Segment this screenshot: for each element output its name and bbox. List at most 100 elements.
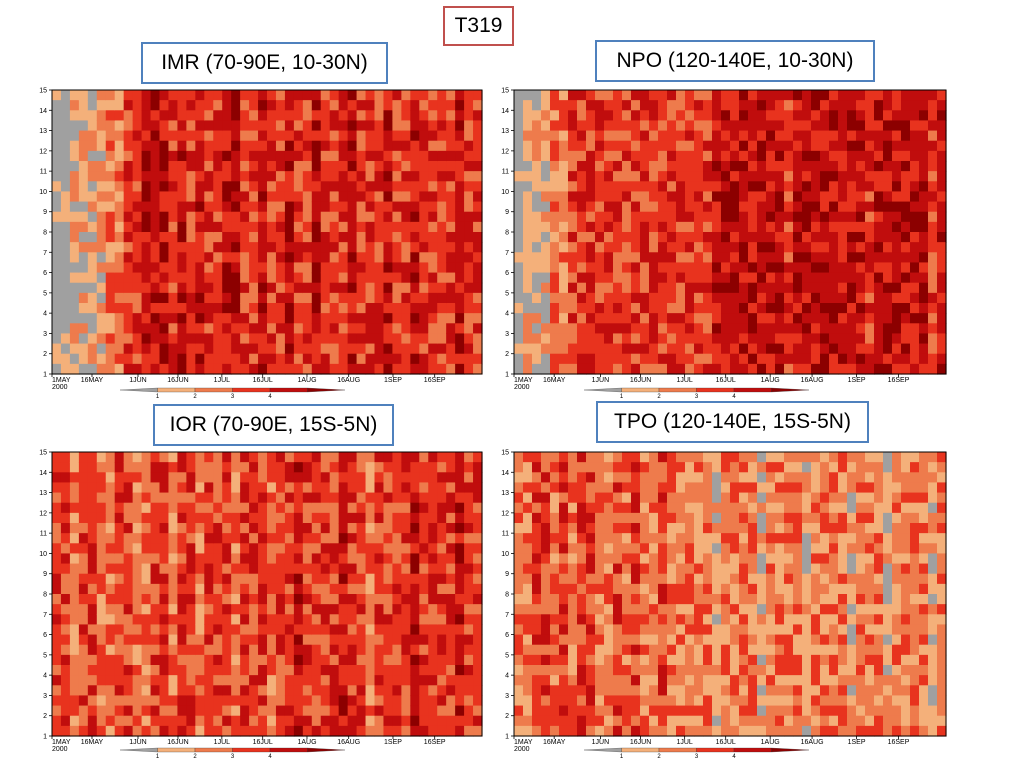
heatmap-cell [392,181,402,193]
heatmap-cell [514,191,524,203]
heatmap-cell [258,120,268,132]
heatmap-cell [649,242,659,253]
heatmap-cell [374,634,385,646]
heatmap-cell [685,363,695,375]
heatmap-cell [784,353,794,365]
heatmap-cell [60,343,71,355]
x-tick-label: 1AUG [297,377,316,384]
heatmap-cell [721,675,731,686]
heatmap-cell [595,472,605,484]
heatmap-cell [446,252,456,264]
heatmap-cell [374,292,385,304]
heatmap-cell [240,654,250,666]
heatmap-cell [213,523,223,534]
heatmap-cell [730,140,740,152]
heatmap-cell [132,644,143,656]
heatmap-cell [365,242,376,253]
heatmap-cell [640,323,650,335]
heatmap-cell [622,614,632,626]
heatmap-cell [676,583,686,595]
heatmap-cell [748,492,758,504]
heatmap-cell [874,90,884,101]
heatmap-cell [87,472,98,484]
heatmap-cell [87,634,98,646]
heatmap-cell [437,343,447,355]
heatmap-cell [730,573,740,585]
heatmap-cell [105,272,116,284]
heatmap-cell [446,353,456,365]
heatmap-cell [329,171,340,182]
heatmap-cell [640,90,650,101]
heatmap-cell [428,665,438,676]
heatmap-cell [622,715,632,727]
heatmap-cell [685,685,695,697]
heatmap-cell [721,323,731,335]
heatmap-cell [901,110,911,122]
heatmap-cell [231,695,241,707]
heatmap-cell [712,100,722,111]
heatmap-cell [865,221,875,233]
heatmap-cell [559,553,569,565]
heatmap-cell [401,272,411,284]
heatmap-cell [222,604,232,615]
heatmap-cell [550,211,560,223]
heatmap-cell [123,181,134,193]
heatmap-cell [347,695,358,707]
heatmap-cell [401,533,411,544]
heatmap-cell [267,543,277,555]
heatmap-cell [622,292,632,304]
heatmap-cell [105,90,116,101]
heatmap-cell [604,242,614,253]
heatmap-cell [267,604,277,615]
heatmap-cell [757,201,767,213]
heatmap-cell [419,634,429,646]
heatmap-cell [514,583,524,595]
heatmap-cell [401,150,411,162]
heatmap-cell [577,563,587,575]
heatmap-cell [748,604,758,615]
heatmap-cell [141,452,152,463]
heatmap-cell [338,343,349,355]
heatmap-cell [577,90,587,101]
heatmap-cell [676,654,686,666]
heatmap-cell [302,573,313,585]
heatmap-cell [532,695,542,707]
y-tick-label: 13 [501,128,509,135]
heatmap-cell [883,211,893,223]
heatmap-cell [856,140,866,152]
heatmap-cell [649,343,659,355]
heatmap-cell [240,725,250,737]
heatmap-cell [820,313,830,324]
heatmap-cell [195,553,205,565]
heatmap-cell [284,482,295,494]
heatmap-cell [123,242,134,253]
heatmap-cell [937,272,947,284]
heatmap-cell [464,211,474,223]
heatmap-cell [213,533,223,544]
heatmap-cell [586,181,596,193]
heatmap-cell [577,543,587,555]
heatmap-cell [649,492,659,504]
heatmap-cell [213,492,223,504]
heatmap-cell [739,614,749,626]
heatmap-cell [685,695,695,707]
heatmap-cell [631,221,641,233]
heatmap-cell [523,533,533,544]
heatmap-cell [302,502,313,514]
heatmap-cell [559,120,569,132]
heatmap-cell [550,100,560,111]
heatmap-cell [60,171,71,182]
heatmap-cell [937,363,947,375]
heatmap-cell [419,573,429,585]
heatmap-cell [320,502,331,514]
heatmap-cell [730,130,740,142]
heatmap-cell [168,221,179,233]
heatmap-cell [568,512,578,524]
heatmap-cell [60,292,71,304]
heatmap-cell [96,675,107,686]
heatmap-cell [928,343,938,355]
heatmap-cell [473,604,483,615]
heatmap-cell [293,624,304,636]
heatmap-cell [401,462,411,473]
heatmap-cell [267,242,277,253]
